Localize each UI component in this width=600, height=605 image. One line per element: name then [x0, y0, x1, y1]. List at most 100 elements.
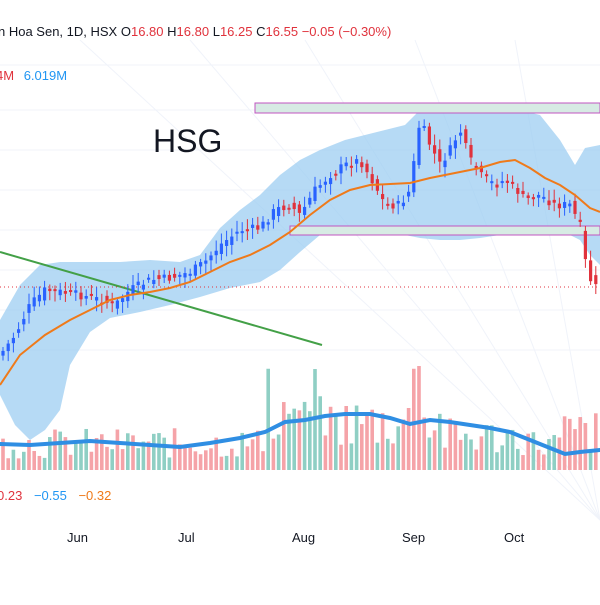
candle-body-84: [438, 149, 442, 162]
candle-body-53: [277, 207, 281, 216]
volume-bar-95: [495, 452, 499, 470]
volume-bar-2: [11, 449, 16, 470]
candle-body-26: [136, 281, 140, 286]
trendline: [0, 251, 323, 346]
candle-body-13: [69, 290, 73, 293]
candle-body-68: [355, 159, 359, 164]
candle-body-48: [251, 224, 255, 228]
volume-bar-38: [198, 454, 203, 470]
candle-body-70: [365, 163, 369, 173]
candle-body-107: [557, 203, 561, 209]
volume-bar-28: [146, 441, 151, 470]
volume-bar-42: [219, 456, 224, 470]
volume-bar-29: [152, 433, 156, 470]
volume-bar-26: [136, 448, 140, 470]
candle-body-10: [53, 289, 57, 292]
candle-body-29: [152, 279, 156, 285]
volume-bar-74: [386, 438, 390, 470]
candle-body-52: [271, 209, 275, 220]
volume-bar-69: [360, 424, 364, 470]
macd-value-1: 0.23: [0, 488, 23, 503]
volume-bar-104: [542, 454, 546, 470]
ohlc-header: n Hoa Sen, 1D, HSX O16.80 H16.80 L16.25 …: [0, 24, 391, 39]
volume-bar-78: [406, 408, 411, 470]
volume-bar-1: [6, 458, 10, 470]
candle-body-11: [58, 289, 62, 296]
candle-body-94: [490, 181, 494, 184]
volume-bar-109: [568, 418, 572, 470]
candle-body-90: [469, 144, 473, 158]
volume-bar-48: [250, 439, 255, 470]
volume-bar-47: [245, 446, 250, 470]
volume-bar-114: [594, 413, 598, 470]
volume-bar-22: [115, 429, 120, 470]
volume-bar-63: [328, 406, 333, 470]
candle-body-55: [287, 207, 291, 210]
volume-bar-70: [365, 412, 369, 470]
volume-bar-15: [79, 440, 83, 470]
volume-bar-9: [48, 437, 52, 470]
volume-bar-99: [516, 448, 520, 470]
volume-bar-96: [500, 445, 504, 470]
volume-bar-20: [105, 446, 109, 470]
volume-bar-65: [339, 444, 343, 470]
volume-bar-7: [37, 455, 42, 470]
volume-bar-49: [256, 430, 260, 470]
volume-bar-17: [89, 451, 94, 470]
volume-bar-102: [531, 432, 536, 470]
candle-body-41: [214, 250, 218, 256]
candle-body-78: [407, 191, 411, 197]
candle-body-14: [74, 290, 78, 293]
volume-legend: 4M 6.019M: [0, 68, 67, 83]
volume-bar-36: [188, 447, 192, 470]
volume-bar-84: [438, 413, 442, 470]
volume-bar-8: [42, 457, 47, 470]
volume-bar-56: [292, 408, 296, 470]
candle-body-103: [537, 194, 541, 198]
volume-bar-110: [573, 429, 577, 470]
candle-body-98: [511, 181, 515, 184]
change-value: −0.05 (−0.30%): [301, 24, 392, 39]
volume-bar-58: [302, 401, 307, 470]
volume-bar-4: [22, 451, 26, 470]
candle-body-73: [381, 194, 385, 200]
candle-body-27: [141, 284, 145, 290]
candle-body-60: [313, 186, 317, 201]
symbol-label: n Hoa Sen, 1D, HSX: [0, 24, 118, 39]
volume-bar-39: [204, 450, 208, 470]
candle-body-81: [422, 126, 426, 129]
candle-body-32: [167, 274, 171, 281]
candle-body-21: [110, 301, 114, 304]
candle-body-79: [412, 161, 416, 193]
close-label: C: [256, 24, 266, 39]
volume-bar-59: [308, 411, 312, 470]
candle-body-28: [147, 277, 151, 280]
volume-bar-55: [287, 413, 291, 470]
volume-bar-52: [271, 438, 276, 470]
candle-body-93: [485, 174, 489, 177]
candle-body-25: [131, 285, 135, 296]
candle-body-37: [193, 264, 197, 276]
volume-bar-40: [209, 448, 213, 470]
candle-body-7: [37, 294, 41, 302]
volume-value-2: 6.019M: [23, 68, 68, 83]
candle-body-92: [479, 165, 483, 173]
volume-bar-3: [16, 458, 21, 470]
volume-bar-53: [276, 434, 281, 470]
candle-body-54: [282, 205, 286, 211]
candle-body-5: [27, 304, 31, 313]
volume-bar-94: [490, 425, 494, 470]
candle-body-112: [583, 230, 587, 260]
candle-body-56: [292, 202, 296, 210]
candle-body-6: [32, 297, 36, 307]
candle-body-97: [505, 180, 509, 183]
candle-body-49: [256, 225, 260, 230]
candle-body-2: [11, 337, 15, 344]
volume-bar-85: [443, 447, 447, 470]
candle-body-8: [43, 287, 47, 301]
volume-bar-44: [230, 448, 234, 470]
volume-bar-101: [526, 433, 530, 470]
macd-value-3: −0.32: [78, 488, 112, 503]
